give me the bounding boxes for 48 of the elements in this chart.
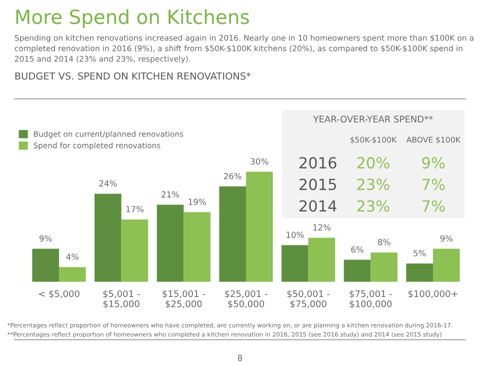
- chart-title: More Spend on Kitchens: [16, 9, 249, 28]
- data-label: 26%: [224, 172, 242, 180]
- text: 9%: [422, 157, 445, 169]
- text: BUDGET VS. SPEND ON KITCHEN RENOVATIONS*: [15, 72, 251, 80]
- text: 23%: [357, 178, 390, 190]
- data-label: 8%: [378, 238, 390, 246]
- text: 8: [238, 354, 242, 362]
- bar: [121, 219, 148, 282]
- category-label: 2014: [300, 200, 336, 212]
- data-label: 19%: [188, 198, 206, 205]
- text: 20%: [357, 157, 390, 169]
- data-label: 5%: [414, 250, 426, 256]
- x-tick-label: $15,001 - $25,000: [162, 290, 205, 308]
- category-label: 2015: [300, 178, 336, 190]
- data-label: 12%: [313, 224, 331, 231]
- category-label: 2016: [300, 157, 336, 169]
- x-tick-label: $75,001 - $100,000: [350, 290, 392, 308]
- bar: [156, 204, 184, 282]
- data-label: 21%: [162, 191, 180, 198]
- bar: [94, 194, 122, 282]
- data-label: 4%: [66, 254, 79, 260]
- bar: [184, 212, 210, 282]
- text: 23%: [357, 200, 390, 212]
- x-tick-label: $5,001 - $15,000: [103, 290, 140, 308]
- data-label: 17%: [126, 206, 144, 212]
- bar: [59, 267, 86, 282]
- data-label: 30%: [250, 158, 268, 165]
- bar: [433, 248, 460, 282]
- data-label: 6%: [351, 246, 364, 253]
- bar: [370, 252, 398, 282]
- bar: [282, 245, 308, 282]
- text: YEAR-OVER-YEAR SPEND**: [313, 116, 433, 123]
- text: 7%: [422, 200, 445, 212]
- x-tick-label: $50,001 - $75,000: [287, 290, 330, 308]
- bar: [246, 172, 273, 282]
- bar: [406, 263, 433, 282]
- bar: [32, 248, 59, 282]
- data-label: 24%: [99, 180, 117, 187]
- text: 7%: [422, 178, 445, 190]
- x-tick-label: $25,001 - $50,000: [225, 290, 268, 308]
- x-tick-label: $100,000+: [408, 290, 458, 298]
- data-label: 10%: [286, 232, 304, 238]
- data-label: 9%: [440, 235, 453, 242]
- bar: [344, 260, 371, 282]
- data-label: 9%: [40, 235, 52, 242]
- bar: [219, 186, 246, 282]
- x-tick-label: < $5,000: [38, 290, 80, 298]
- bar: [308, 238, 336, 282]
